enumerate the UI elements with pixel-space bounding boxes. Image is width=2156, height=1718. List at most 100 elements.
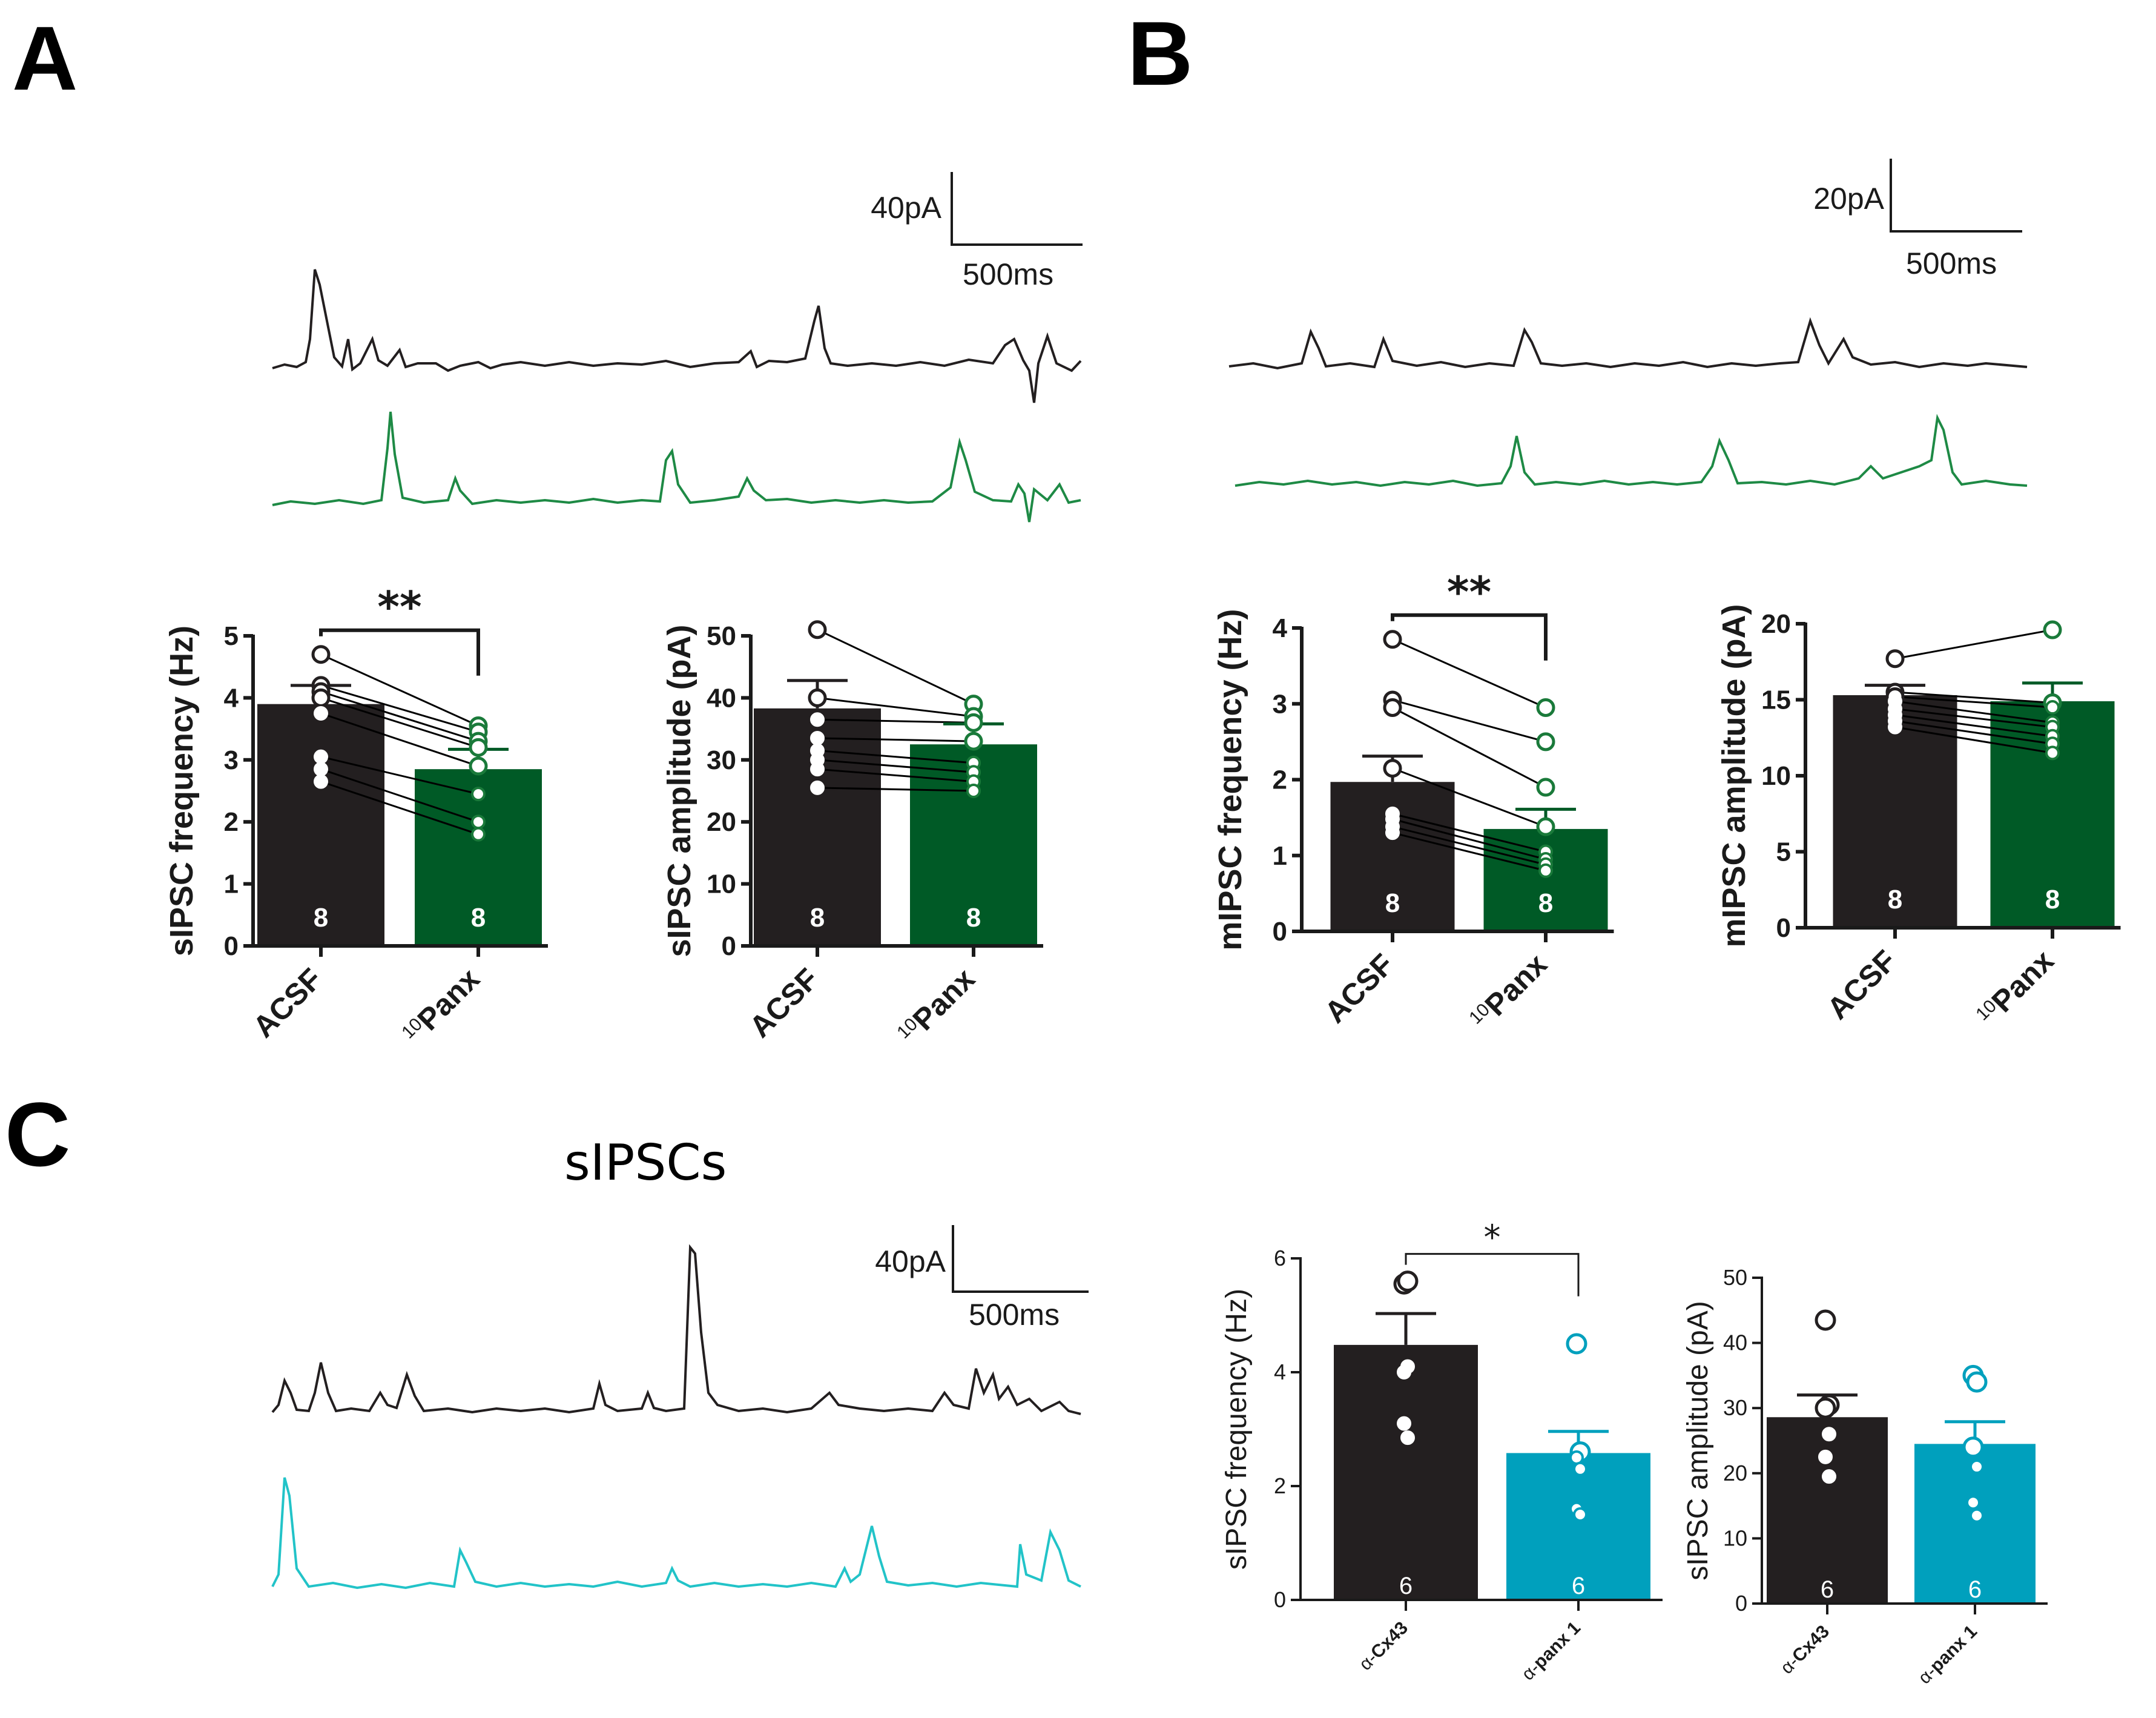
data-point xyxy=(1573,1507,1587,1522)
paired-line xyxy=(1392,707,1546,788)
data-point xyxy=(314,706,328,721)
data-point xyxy=(314,774,328,789)
data-point xyxy=(1815,1397,1836,1419)
paired-line xyxy=(817,629,974,705)
n-label: 8 xyxy=(810,903,825,933)
data-point xyxy=(810,712,825,727)
scale-bar-b: 20pA 500ms xyxy=(1813,159,2022,280)
chart-sipsc-amplitude-c: 0 10 20 30 40 50 sIPSC amplitude (pA) α-Cx43 α-p… xyxy=(1682,1265,2048,1688)
category-label: α-Cx43 xyxy=(1777,1622,1833,1678)
data-point xyxy=(810,780,825,795)
significance-bracket xyxy=(1405,1253,1580,1297)
data-point xyxy=(1536,817,1555,836)
y-tick-label: 1 xyxy=(224,870,239,899)
paired-line xyxy=(320,756,479,795)
data-point xyxy=(964,713,983,732)
category-label-text: Cx43 xyxy=(1788,1622,1833,1667)
data-point xyxy=(311,645,331,664)
y-axis-label: sIPSC amplitude (pA) xyxy=(1682,1301,1714,1581)
data-point xyxy=(469,756,488,776)
y-tick-label: 6 xyxy=(1274,1246,1286,1270)
data-point xyxy=(469,738,488,757)
significance-marker: * xyxy=(1484,1218,1501,1258)
category-label: 10Panx xyxy=(1971,943,2060,1033)
y-tick-label: 50 xyxy=(707,621,736,651)
y-tick-label: 3 xyxy=(224,745,239,775)
paired-line xyxy=(1894,714,2053,738)
y-tick-label: 20 xyxy=(1723,1461,1747,1485)
data-point xyxy=(1397,1270,1419,1292)
paired-line xyxy=(1894,720,2053,745)
trace-group-b xyxy=(1228,317,2028,487)
category-label: 10Panx xyxy=(397,962,486,1051)
bar-cx43 xyxy=(1767,1417,1888,1604)
data-point xyxy=(1966,1495,1980,1510)
trace-c-acsf xyxy=(271,1244,1081,1415)
data-point xyxy=(1970,1508,1984,1523)
chart-mipsc-amplitude-b: 0 5 10 15 20 mIPSC amplitude (pA) ACSF 10Panx 8 8 xyxy=(1716,604,2121,1033)
bar-panx-1 xyxy=(1506,1453,1650,1600)
paired-line xyxy=(320,781,479,836)
paired-line xyxy=(1392,831,1546,872)
category-label-text: panx 1 xyxy=(1529,1618,1584,1673)
paired-line xyxy=(1392,813,1546,853)
data-point xyxy=(314,749,328,764)
y-axis-label: sIPSC frequency (Hz) xyxy=(163,626,200,956)
category-label-text: Cx43 xyxy=(1367,1618,1412,1663)
n-label: 8 xyxy=(314,903,328,933)
data-point xyxy=(1962,1436,1984,1458)
trace-c-panx1 xyxy=(271,1477,1081,1590)
significance-bracket xyxy=(1391,613,1548,661)
scale-bar-a: 40pA 500ms xyxy=(871,172,1083,291)
data-point xyxy=(471,814,486,830)
data-point xyxy=(810,730,825,745)
bar-cx43 xyxy=(1334,1344,1478,1600)
n-label: 8 xyxy=(1538,888,1553,918)
data-point xyxy=(966,784,981,798)
n-label: 6 xyxy=(1821,1576,1834,1603)
data-point xyxy=(1966,1371,1988,1393)
data-point xyxy=(1538,863,1553,878)
y-tick-label: 2 xyxy=(1274,1473,1286,1498)
data-point xyxy=(1822,1469,1836,1484)
data-point xyxy=(2045,700,2060,715)
paired-line xyxy=(817,718,974,724)
paired-line xyxy=(1392,818,1546,861)
data-point xyxy=(1573,1461,1587,1476)
data-point xyxy=(810,762,825,777)
trace-group-c xyxy=(271,1244,1081,1590)
y-tick-label: 20 xyxy=(707,807,736,837)
chart-sipsc-frequency-c: 0 2 4 6 sIPSC frequency (Hz) α-Cx43 α-panx 1 6 6… xyxy=(1221,1218,1663,1684)
y-tick-label: 3 xyxy=(1273,689,1287,719)
data-point xyxy=(1397,1416,1411,1431)
y-tick-label: 40 xyxy=(1723,1330,1747,1355)
y-tick-label: 4 xyxy=(1274,1360,1286,1384)
chart-sipsc-frequency-a: 0 1 2 3 4 5 sIPSC frequency (Hz) ACSF 10Panx 8 8 ** xyxy=(163,583,548,1051)
y-axis-label: sIPSC frequency (Hz) xyxy=(1221,1289,1253,1570)
category-label: ACSF xyxy=(246,962,329,1044)
y-tick-label: 2 xyxy=(224,807,239,837)
data-point xyxy=(311,688,331,707)
data-point xyxy=(808,620,827,639)
trace-b-panx xyxy=(1235,414,2028,487)
y-tick-label: 4 xyxy=(224,683,239,713)
y-tick-label: 0 xyxy=(1735,1591,1747,1616)
panel-c-title: sIPSCs xyxy=(564,1134,727,1192)
paired-line xyxy=(320,653,479,727)
category-label-text: panx 1 xyxy=(1926,1622,1981,1677)
category-label: 10Panx xyxy=(892,962,981,1051)
category-label-text: ACSF xyxy=(1318,947,1400,1029)
y-axis-label: sIPSC amplitude (pA) xyxy=(661,624,697,957)
data-point xyxy=(1400,1430,1415,1445)
panel-letter-a: A xyxy=(12,7,77,109)
paired-line xyxy=(817,737,974,742)
scale-bar-a-current: 40pA xyxy=(871,191,941,225)
trace-group-a xyxy=(272,269,1082,523)
data-point xyxy=(1383,630,1402,649)
data-point xyxy=(2043,620,2062,639)
paired-line xyxy=(817,696,974,718)
y-tick-label: 10 xyxy=(1723,1525,1747,1550)
n-label: 6 xyxy=(1968,1576,1982,1603)
n-label: 6 xyxy=(1399,1573,1413,1599)
data-point xyxy=(1885,649,1905,669)
